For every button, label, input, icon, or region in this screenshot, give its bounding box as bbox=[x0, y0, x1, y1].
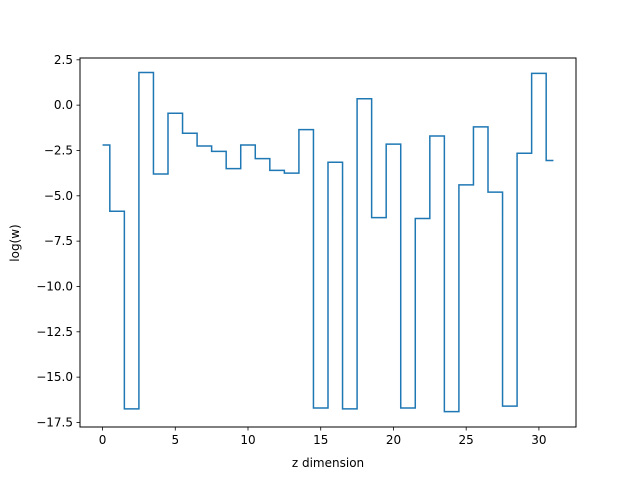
y-tick-label: −15.0 bbox=[36, 370, 73, 384]
y-axis-label: log(w) bbox=[8, 224, 22, 261]
y-tick-label: −17.5 bbox=[36, 415, 73, 429]
x-tick-label: 20 bbox=[386, 433, 401, 447]
series-step-line bbox=[102, 71, 554, 413]
x-axis-label: z dimension bbox=[292, 456, 364, 470]
y-tick-label: −5.0 bbox=[44, 189, 73, 203]
x-tick-label: 5 bbox=[171, 433, 179, 447]
x-tick-label: 15 bbox=[313, 433, 328, 447]
y-tick-label: −12.5 bbox=[36, 325, 73, 339]
y-tick-label: −2.5 bbox=[44, 143, 73, 157]
axes-frame bbox=[79, 57, 577, 428]
y-tick-label: −10.0 bbox=[36, 279, 73, 293]
y-tick-label: 0.0 bbox=[54, 98, 73, 112]
x-tick-label: 25 bbox=[459, 433, 474, 447]
x-tick-label: 0 bbox=[99, 433, 107, 447]
y-tick-label: −7.5 bbox=[44, 234, 73, 248]
x-tick-label: 30 bbox=[531, 433, 546, 447]
x-tick-label: 10 bbox=[240, 433, 255, 447]
x-axis: 0 5 10 15 20 25 30 bbox=[99, 427, 547, 447]
plot-area bbox=[102, 71, 554, 413]
y-tick-label: 2.5 bbox=[54, 53, 73, 67]
y-axis: 2.5 0.0 −2.5 −5.0 −7.5 −10.0 −12.5 −15.0 −17.5 bbox=[36, 53, 80, 429]
